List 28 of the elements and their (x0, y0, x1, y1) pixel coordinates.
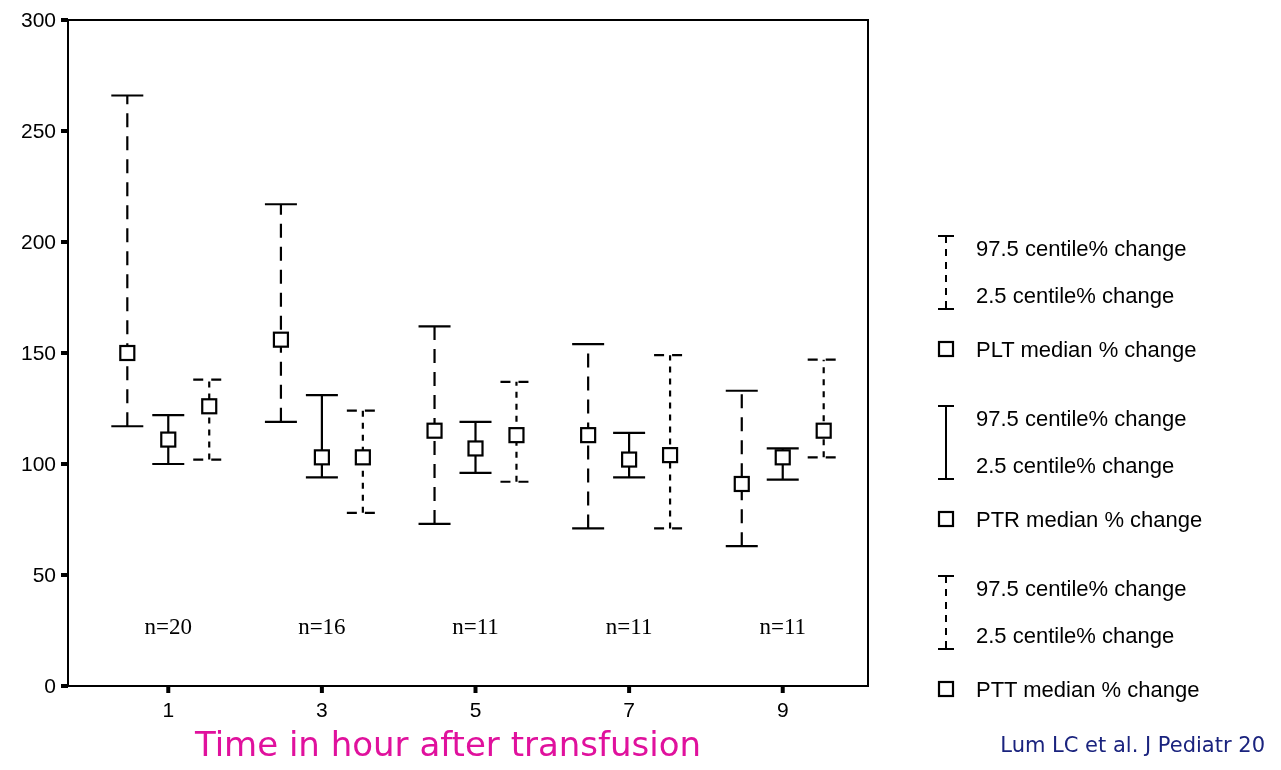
x-tick-label: 1 (162, 698, 175, 721)
legend-label: PTR median % change (976, 507, 1203, 532)
annotation: n=16 (298, 614, 346, 639)
x-tick-label: 9 (776, 698, 789, 721)
legend-label: PLT median % change (976, 337, 1197, 362)
annotation: n=11 (759, 614, 807, 639)
y-tick-label: 100 (20, 452, 56, 475)
y-tick-label: 200 (20, 230, 56, 253)
x-tick-label: 3 (316, 698, 328, 721)
text: 2.5 centile% change (976, 453, 1175, 478)
y-tick-label: 50 (32, 563, 56, 586)
text: 97.5 centile% change (976, 406, 1187, 431)
text: 2.5 centile% change (976, 283, 1175, 308)
text: 2.5 centile% change (976, 623, 1175, 648)
y-tick-label: 250 (20, 119, 56, 142)
annotation: n=11 (452, 614, 499, 639)
legend-label: PTT median % change (976, 677, 1200, 702)
annotation: n=11 (605, 614, 653, 639)
text: Lum LC et al. J Pediatr 20 (1000, 733, 1265, 757)
y-tick-label: 300 (20, 8, 56, 31)
text: 97.5 centile% change (976, 236, 1187, 261)
y-tick-label: 150 (20, 341, 56, 364)
y-tick-label: 0 (44, 674, 56, 697)
annotation: n=20 (144, 614, 193, 639)
x-axis-title: Time in hour after transfusion (193, 724, 702, 764)
text: 97.5 centile% change (976, 576, 1187, 601)
x-tick-label: 7 (623, 698, 635, 721)
x-tick-label: 5 (469, 698, 482, 721)
